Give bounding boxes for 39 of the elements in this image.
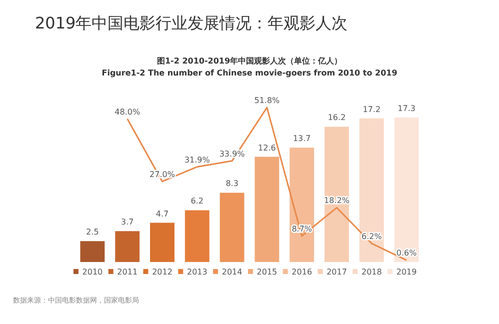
bar	[394, 118, 419, 262]
data-label: 3.7	[120, 218, 134, 227]
data-label: 17.2	[362, 104, 381, 114]
data-label: 6.2	[190, 196, 204, 206]
x-tick-label: 2017	[326, 268, 347, 276]
data-label: 17.3	[398, 104, 416, 114]
x-tick-label: 2014	[222, 268, 242, 276]
bar	[359, 118, 384, 262]
chart-subtitle: 图1-2 2010-2019年中国观影人次（单位：亿人）	[156, 56, 342, 66]
bar	[80, 241, 105, 262]
caption: Figure1-2 The number of Chinese movie-goers from 2010 to 2019	[102, 68, 398, 78]
bar	[150, 222, 174, 262]
data-label: 4.7	[156, 209, 169, 218]
data-label: 8.3	[226, 179, 238, 188]
data-label: 2.5	[86, 228, 99, 237]
x-tick-label: 2013	[186, 268, 208, 276]
x-tick-label: 2012	[152, 268, 172, 276]
data-label: 51.8%	[254, 96, 280, 106]
bar	[220, 192, 244, 262]
data-label: 48.0%	[114, 107, 140, 116]
bar	[254, 156, 280, 262]
data-label: 31.9%	[184, 155, 210, 164]
data-label: 12.6	[258, 143, 276, 152]
bar	[324, 126, 349, 262]
bar	[184, 210, 210, 262]
x-tick-label: 2019	[396, 268, 417, 276]
chart-title: 2019年中国电影行业发展情况：年观影人次	[35, 14, 348, 32]
x-tick-label: 2011	[117, 268, 138, 276]
data-label: 16.2	[328, 113, 346, 122]
bar	[115, 231, 140, 262]
data-label: 13.7	[292, 134, 311, 144]
data-label: 8.7%	[292, 224, 312, 234]
data-label: 0.6%	[396, 248, 418, 258]
data-label: 18.2%	[324, 196, 350, 206]
x-tick-label: 2016	[292, 268, 312, 276]
x-tick-label: 2010	[82, 268, 103, 276]
x-tick-label: 2015	[256, 268, 278, 276]
bar	[290, 148, 314, 262]
x-tick-label: 2018	[361, 268, 382, 276]
